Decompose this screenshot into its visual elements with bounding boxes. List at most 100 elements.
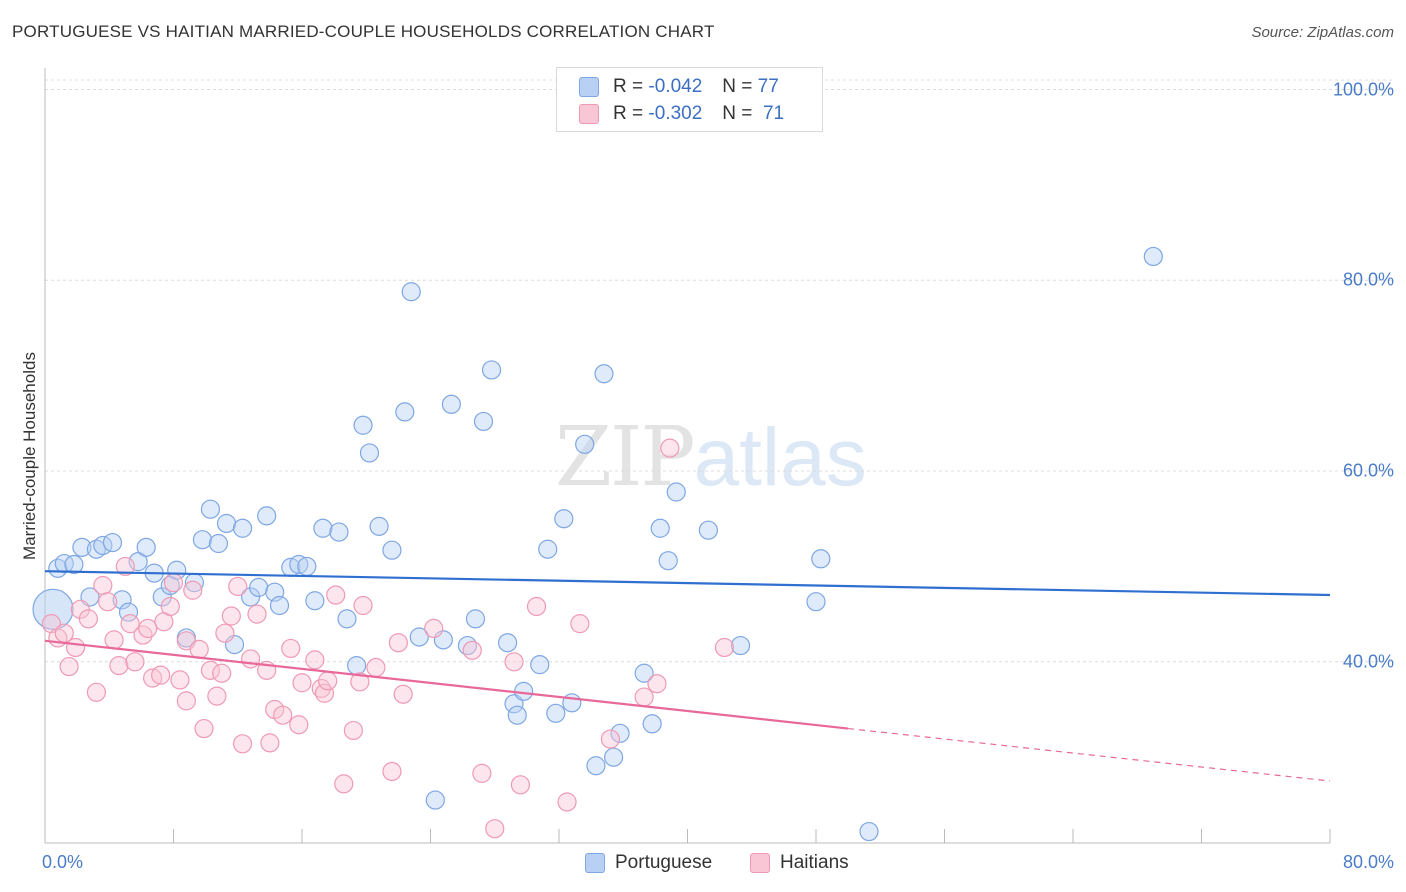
point-portuguese <box>72 537 92 557</box>
point-haitians <box>281 638 301 659</box>
point-haitians <box>504 652 524 672</box>
point-portuguese <box>473 411 494 432</box>
x-tick-label-max: 80.0% <box>1342 852 1394 872</box>
y-tick-label: 60.0% <box>1342 460 1394 481</box>
point-haitians <box>93 575 113 596</box>
point-haitians <box>115 556 135 577</box>
legend-row-haitians: R = -0.302 N = 71 <box>579 103 784 125</box>
point-portuguese <box>562 693 582 713</box>
n-label: N = <box>722 76 753 97</box>
point-portuguese <box>289 554 309 575</box>
r-label: R = <box>613 103 644 124</box>
point-haitians <box>326 585 346 605</box>
legend-item-portuguese[interactable]: Portuguese <box>585 852 712 874</box>
point-haitians <box>647 674 667 694</box>
point-portuguese <box>465 609 486 629</box>
point-haitians <box>176 691 196 711</box>
point-portuguese <box>1143 246 1163 267</box>
point-haitians <box>183 580 203 600</box>
point-portuguese <box>554 509 574 529</box>
point-haitians <box>510 775 531 795</box>
point-portuguese <box>347 656 367 676</box>
point-portuguese <box>359 443 380 463</box>
point-haitians <box>570 614 590 634</box>
n-label: N = <box>722 103 753 124</box>
point-portuguese <box>192 530 213 550</box>
point-haitians <box>194 718 214 739</box>
point-haitians <box>343 720 363 741</box>
point-haitians <box>120 614 140 634</box>
legend-item-haitians[interactable]: Haitians <box>750 852 849 874</box>
point-portuguese <box>507 705 527 725</box>
point-portuguese <box>329 522 349 542</box>
point-haitians <box>221 606 241 626</box>
point-haitians <box>350 672 370 692</box>
trend-lines <box>44 570 1331 782</box>
point-haitians <box>151 665 171 685</box>
point-portuguese <box>604 747 624 767</box>
point-haitians <box>273 705 293 725</box>
point-portuguese <box>441 394 461 414</box>
point-portuguese <box>594 364 614 384</box>
data-points <box>32 246 1163 842</box>
point-portuguese <box>650 518 670 538</box>
legend-row-portuguese: R = -0.042 N = 77 <box>579 76 779 98</box>
point-haitians <box>170 670 190 690</box>
point-haitians <box>212 663 232 683</box>
point-haitians <box>600 729 621 749</box>
point-portuguese <box>409 627 429 647</box>
point-haitians <box>41 614 62 634</box>
point-haitians <box>160 596 180 617</box>
point-portuguese <box>481 360 502 380</box>
r-value-haitians: -0.302 <box>648 103 703 124</box>
point-haitians <box>424 618 444 639</box>
point-haitians <box>78 609 98 629</box>
point-haitians <box>241 649 261 669</box>
point-haitians <box>353 595 373 616</box>
point-portuguese <box>401 282 421 302</box>
r-value-portuguese: -0.042 <box>648 76 703 97</box>
point-haitians <box>472 763 492 783</box>
point-portuguese <box>64 554 84 575</box>
point-portuguese <box>249 577 269 597</box>
point-portuguese <box>658 551 678 571</box>
point-portuguese <box>425 790 445 810</box>
point-portuguese <box>666 482 686 502</box>
source-label: Source: ZipAtlas.com <box>1251 24 1394 41</box>
legend-label-portuguese: Portuguese <box>615 852 713 873</box>
point-portuguese <box>698 520 718 540</box>
point-portuguese <box>538 539 558 559</box>
n-value-haitians: 71 <box>762 103 785 124</box>
point-haitians <box>138 618 158 639</box>
point-haitians <box>247 604 267 624</box>
point-haitians <box>200 660 221 680</box>
point-haitians <box>485 819 505 839</box>
point-haitians <box>98 592 118 612</box>
point-haitians <box>163 573 184 593</box>
point-portuguese <box>395 402 415 422</box>
series-legend: Portuguese Haitians <box>0 852 1406 878</box>
point-haitians <box>65 637 86 658</box>
trend-line-haitians <box>44 639 849 730</box>
axes <box>44 68 1331 844</box>
y-tick-label: 40.0% <box>1342 651 1394 672</box>
y-tick-label: 80.0% <box>1342 269 1394 290</box>
point-portuguese <box>297 556 317 577</box>
point-portuguese <box>586 756 606 776</box>
legend-swatch-haitians <box>750 853 770 873</box>
y-tick-label: 100.0% <box>1332 79 1394 100</box>
point-haitians <box>388 633 408 653</box>
point-portuguese <box>353 415 373 435</box>
correlation-legend: R = -0.042 N = 77 R = -0.302 N = 71 <box>556 67 823 132</box>
point-haitians <box>215 623 235 643</box>
legend-swatch-portuguese <box>585 853 605 873</box>
trend-line-extrapolated-haitians <box>848 727 1331 782</box>
point-portuguese <box>806 592 826 612</box>
point-portuguese <box>232 518 253 538</box>
point-haitians <box>314 683 335 703</box>
point-haitians <box>104 630 124 650</box>
point-portuguese <box>269 595 290 616</box>
point-haitians <box>59 656 79 677</box>
point-portuguese <box>530 655 550 675</box>
